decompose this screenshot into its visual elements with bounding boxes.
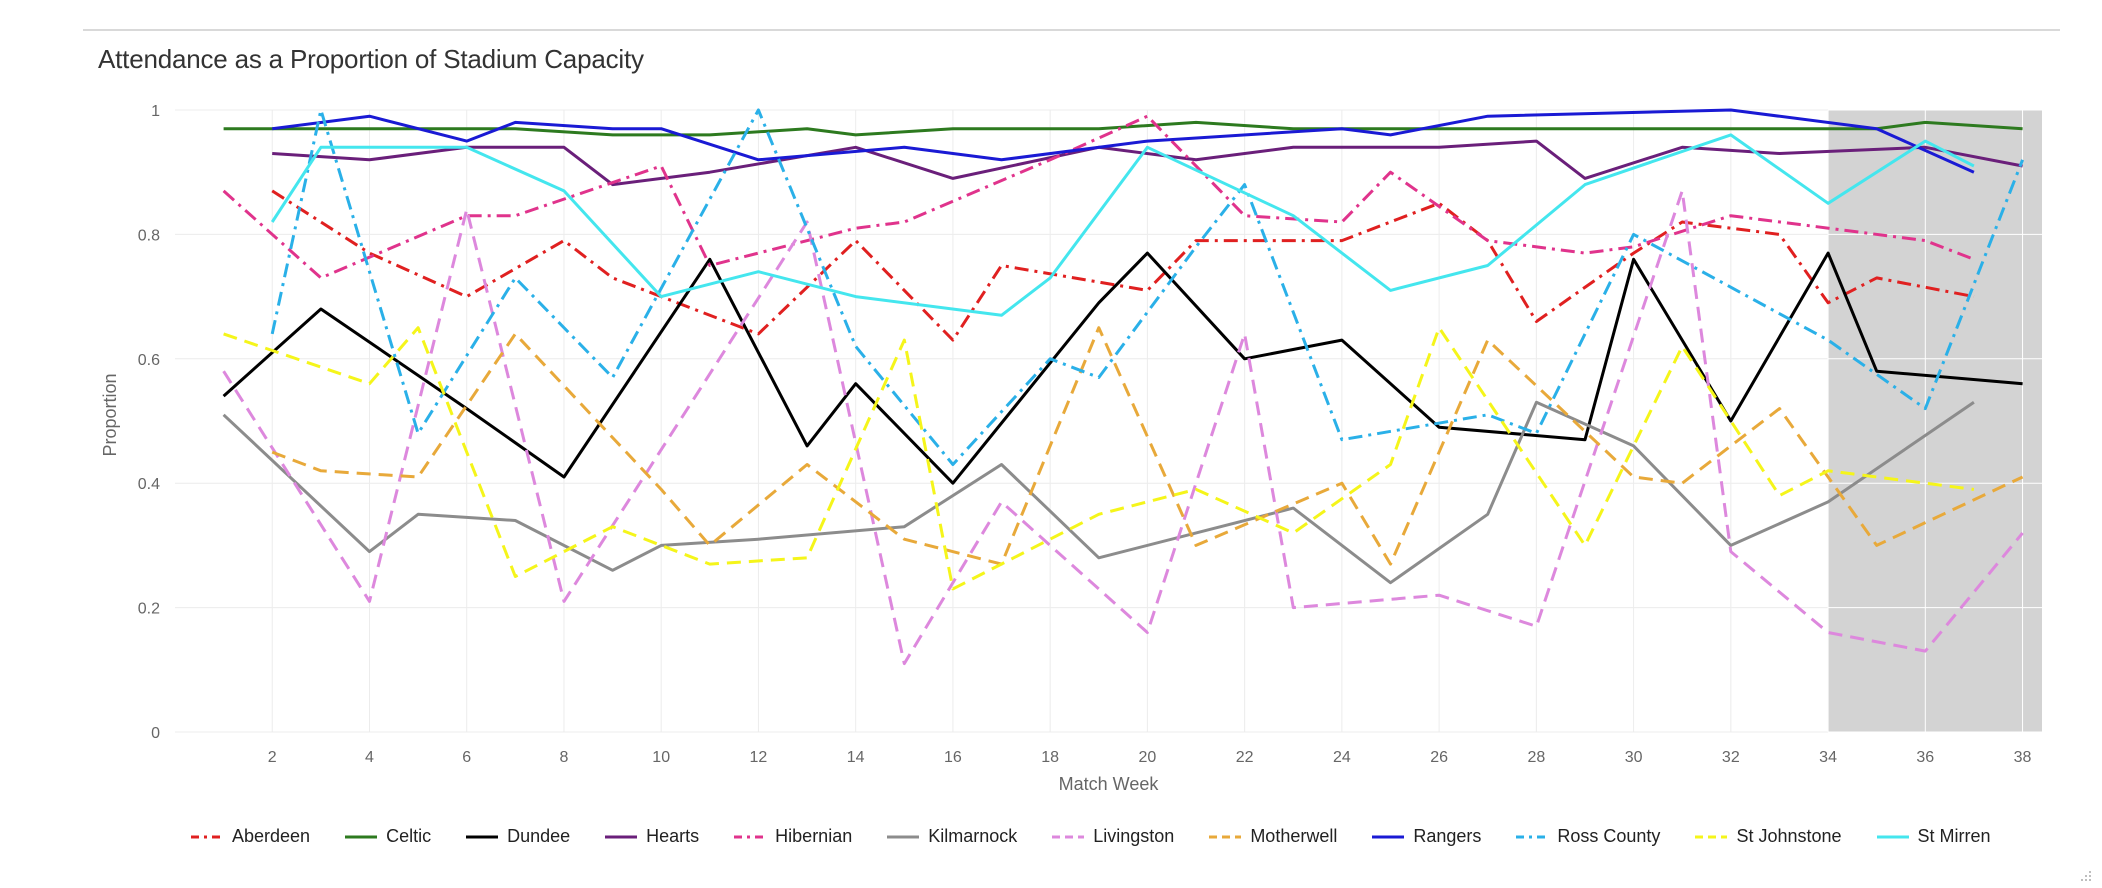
x-tick-label: 26 bbox=[1430, 749, 1448, 766]
x-tick-label: 38 bbox=[2014, 749, 2032, 766]
x-tick-label: 6 bbox=[462, 749, 471, 766]
legend-swatch bbox=[887, 835, 920, 838]
legend: Aberdeen Celtic Dundee Hearts Hibernian Kilma… bbox=[190, 826, 2025, 847]
y-tick-labels: 0 0.2 0.4 0.6 0.8 1 bbox=[138, 103, 160, 742]
legend-item-rangers[interactable]: Rangers bbox=[1371, 826, 1481, 847]
legend-swatch bbox=[345, 835, 378, 838]
legend-label: Dundee bbox=[507, 826, 571, 846]
legend-item-hearts[interactable]: Hearts bbox=[604, 826, 699, 847]
x-tick-label: 32 bbox=[1722, 749, 1740, 766]
legend-swatch bbox=[1372, 835, 1405, 838]
legend-label: Ross County bbox=[1557, 826, 1661, 846]
x-tick-label: 2 bbox=[268, 749, 277, 766]
legend-item-aberdeen[interactable]: Aberdeen bbox=[190, 826, 310, 847]
legend-label: Kilmarnock bbox=[928, 826, 1018, 846]
series-lines bbox=[222, 108, 2024, 666]
series-line-motherwell bbox=[271, 326, 2024, 566]
legend-label: Motherwell bbox=[1250, 826, 1338, 846]
legend-label: Aberdeen bbox=[232, 826, 311, 846]
legend-swatch bbox=[191, 835, 223, 838]
series-line-aberdeen bbox=[271, 189, 1975, 342]
x-tick-label: 30 bbox=[1625, 749, 1643, 766]
x-tick-label: 8 bbox=[560, 749, 569, 766]
x-tick-label: 36 bbox=[1916, 749, 1934, 766]
x-tick-labels: 2 4 6 8 10 12 14 16 18 20 22 24 26 28 30 32 34 36 38 bbox=[268, 749, 2032, 766]
grid-lines bbox=[175, 109, 2042, 733]
x-tick-label: 18 bbox=[1041, 749, 1059, 766]
shaded-region bbox=[1828, 110, 2042, 732]
x-tick-label: 14 bbox=[847, 749, 865, 766]
legend-swatch bbox=[1516, 835, 1549, 838]
legend-item-ross-county[interactable]: Ross County bbox=[1515, 826, 1660, 847]
legend-label: Celtic bbox=[386, 826, 432, 846]
legend-swatch bbox=[466, 835, 499, 838]
x-tick-label: 16 bbox=[944, 749, 962, 766]
legend-label: St Johnstone bbox=[1736, 826, 1842, 846]
legend-item-st-johnstone[interactable]: St Johnstone bbox=[1694, 826, 1842, 847]
legend-swatch bbox=[1052, 835, 1085, 838]
x-tick-label: 34 bbox=[1819, 749, 1837, 766]
x-tick-label: 20 bbox=[1138, 749, 1156, 766]
legend-swatch bbox=[1876, 835, 1909, 838]
x-tick-label: 10 bbox=[652, 749, 670, 766]
chart-title: Attendance as a Proportion of Stadium Ca… bbox=[98, 44, 644, 74]
series-line-hearts bbox=[272, 139, 2023, 187]
legend-swatch bbox=[1209, 835, 1242, 838]
legend-label: St Mirren bbox=[1917, 826, 1991, 846]
legend-label: Hibernian bbox=[775, 826, 853, 846]
resize-grip-icon[interactable] bbox=[2078, 868, 2092, 882]
legend-item-livingston[interactable]: Livingston bbox=[1051, 826, 1174, 847]
legend-label: Livingston bbox=[1093, 826, 1175, 846]
series-line-celtic bbox=[223, 120, 2023, 137]
y-tick-label: 0 bbox=[151, 725, 160, 742]
x-tick-label: 24 bbox=[1333, 749, 1351, 766]
x-tick-label: 12 bbox=[750, 749, 768, 766]
y-tick-label: 0.4 bbox=[138, 476, 160, 493]
legend-item-hibernian[interactable]: Hibernian bbox=[733, 826, 852, 847]
legend-swatch bbox=[605, 835, 638, 838]
series-line-st-johnstone bbox=[223, 326, 1975, 591]
legend-item-kilmarnock[interactable]: Kilmarnock bbox=[886, 826, 1017, 847]
legend-label: Hearts bbox=[646, 826, 700, 846]
legend-item-motherwell[interactable]: Motherwell bbox=[1208, 826, 1337, 847]
series-line-rangers bbox=[272, 108, 1975, 174]
y-tick-label: 0.8 bbox=[138, 227, 160, 244]
x-axis-label: Match Week bbox=[1059, 774, 1160, 794]
legend-swatch bbox=[1695, 835, 1728, 838]
y-tick-label: 0.6 bbox=[138, 352, 160, 369]
legend-label: Rangers bbox=[1413, 826, 1482, 846]
x-tick-label: 4 bbox=[365, 749, 374, 766]
top-divider bbox=[83, 29, 2060, 31]
series-line-ross-county bbox=[270, 108, 2024, 466]
legend-item-celtic[interactable]: Celtic bbox=[344, 826, 431, 847]
legend-swatch bbox=[734, 835, 767, 838]
series-line-st-mirren bbox=[270, 133, 1975, 317]
y-tick-label: 1 bbox=[151, 103, 160, 120]
series-line-dundee bbox=[222, 251, 2023, 485]
shaded-grid-lines bbox=[1827, 109, 2042, 733]
series-line-livingston bbox=[222, 189, 2024, 666]
x-tick-label: 22 bbox=[1236, 749, 1254, 766]
y-tick-label: 0.2 bbox=[138, 601, 160, 618]
series-line-kilmarnock bbox=[222, 400, 1975, 585]
legend-item-dundee[interactable]: Dundee bbox=[465, 826, 570, 847]
y-axis-label: Proportion bbox=[100, 373, 120, 456]
x-tick-label: 28 bbox=[1527, 749, 1545, 766]
legend-item-st-mirren[interactable]: St Mirren bbox=[1876, 826, 1991, 847]
